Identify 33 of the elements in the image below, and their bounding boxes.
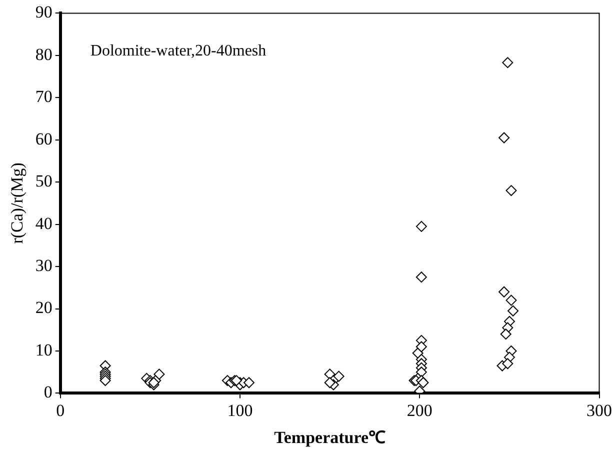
y-tick-label: 50 bbox=[35, 172, 52, 191]
annotation: Dolomite-water,20-40mesh bbox=[90, 42, 266, 60]
point bbox=[416, 220, 427, 232]
point bbox=[416, 272, 427, 283]
x-tick-label: 300 bbox=[586, 400, 612, 420]
y-tick-label: 40 bbox=[35, 214, 52, 233]
point bbox=[500, 328, 512, 340]
y-tick-label: 0 bbox=[44, 382, 52, 402]
point bbox=[498, 132, 510, 144]
x-tick-label: 200 bbox=[406, 400, 432, 420]
point bbox=[416, 341, 427, 352]
point bbox=[333, 370, 344, 382]
point bbox=[100, 375, 111, 386]
point bbox=[498, 286, 510, 298]
y-tick-label: 70 bbox=[35, 87, 52, 106]
y-tick-label: 10 bbox=[35, 340, 52, 360]
y-tick-label: 90 bbox=[35, 2, 52, 22]
x-axis-title: Temperature℃ bbox=[274, 428, 386, 448]
y-tick-label: 60 bbox=[35, 129, 52, 148]
point bbox=[244, 377, 254, 388]
x-tick-label: 100 bbox=[227, 400, 253, 420]
x-tick-label: 0 bbox=[56, 400, 65, 420]
point bbox=[506, 185, 517, 196]
y-tick-label: 30 bbox=[35, 256, 52, 275]
point bbox=[324, 377, 336, 388]
point bbox=[154, 368, 165, 380]
point bbox=[502, 57, 514, 68]
point bbox=[508, 305, 519, 316]
y-tick-label: 80 bbox=[35, 44, 52, 64]
y-axis-title: r(Ca)/r(Mg) bbox=[8, 162, 27, 244]
point bbox=[506, 294, 517, 306]
point bbox=[502, 358, 514, 370]
y-tick-label: 20 bbox=[35, 298, 52, 318]
